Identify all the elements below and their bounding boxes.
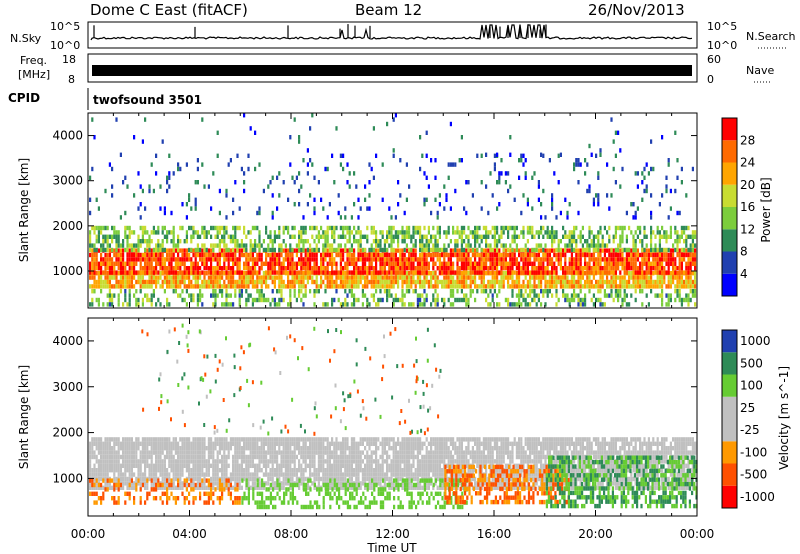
colorbar-cell (722, 162, 737, 185)
colorbar-cell (722, 273, 737, 296)
noise-panel: N.Sky 10^5 10^0 10^5 10^0 N.Search (10, 20, 796, 52)
time-tick-label: 12:00 (375, 527, 410, 541)
colorbar-tick-label: -1000 (740, 490, 775, 504)
cpid-value: twofsound 3501 (93, 93, 202, 107)
y-tick-label: 1000 (52, 264, 83, 278)
time-axis-title: Time UT (366, 541, 417, 554)
colorbar-tick-label: 8 (740, 245, 748, 259)
power-x-ticks (87, 113, 698, 308)
time-tick-label: 04:00 (172, 527, 207, 541)
colorbar-tick-label: 20 (740, 178, 755, 192)
colorbar-tick-label: 28 (740, 133, 755, 147)
colorbar-cell (722, 485, 737, 508)
velocity-panel: 1000 2000 3000 4000 Slant Range [km] 1000 50… (17, 317, 791, 517)
power-ylabel: Slant Range [km] (17, 158, 31, 262)
noise-right-tick-top: 10^5 (707, 20, 737, 33)
nave-tick-bottom: 0 (707, 73, 714, 86)
power-heatmap (89, 113, 697, 307)
colorbar-tick-label: -25 (740, 423, 760, 437)
y-tick-label: 4000 (52, 334, 83, 348)
y-tick-label: 2000 (52, 219, 83, 233)
time-tick-label: 20:00 (578, 527, 613, 541)
colorbar-tick-label: 1000 (740, 334, 771, 348)
noise-left-label: N.Sky (10, 32, 42, 45)
velocity-colorbar: 1000 500 100 25 -25 -100 -500 -1000 (721, 329, 775, 509)
frequency-panel: Freq. [MHz] 18 8 60 0 Nave (18, 53, 774, 86)
time-tick-label: 16:00 (477, 527, 512, 541)
power-panel: 1000 2000 3000 4000 Slant Range [km] 4 8 12 16… (17, 112, 773, 309)
station-title: Dome C East (fitACF) (90, 1, 248, 19)
colorbar-cell (722, 419, 737, 442)
y-tick-label: 3000 (52, 174, 83, 188)
noise-right-label: N.Search (746, 30, 796, 43)
colorbar-cell (722, 463, 737, 486)
time-tick-label: 08:00 (274, 527, 309, 541)
colorbar-cell (722, 396, 737, 419)
y-tick-label: 3000 (52, 380, 83, 394)
noise-trace (90, 24, 693, 41)
colorbar-tick-label: 500 (740, 356, 763, 370)
freq-label-line2: [MHz] (18, 68, 50, 81)
time-axis-labels: 00:00 04:00 08:00 12:00 16:00 20:00 00:00 (71, 527, 715, 541)
velocity-y-axis: 1000 2000 3000 4000 (52, 334, 697, 485)
noise-left-tick-top: 10^5 (50, 20, 80, 33)
colorbar-tick-label: 25 (740, 401, 755, 415)
nave-label: Nave (746, 64, 774, 77)
freq-label-line1: Freq. (20, 54, 47, 67)
colorbar-cell (722, 251, 737, 274)
freq-tick-bottom: 8 (68, 73, 75, 86)
velocity-ylabel: Slant Range [km] (17, 365, 31, 469)
colorbar-tick-label: 24 (740, 156, 755, 170)
colorbar-cell (722, 118, 737, 141)
colorbar-cell (722, 229, 737, 252)
colorbar-cell (722, 330, 737, 353)
velocity-colorbar-label: Velocity [m s^-1] (777, 366, 791, 470)
colorbar-tick-label: 16 (740, 200, 755, 214)
power-colorbar: 4 8 12 16 20 24 28 (721, 117, 755, 297)
colorbar-tick-label: -500 (740, 468, 767, 482)
noise-right-tick-bottom: 10^0 (707, 39, 737, 52)
beam-title: Beam 12 (355, 1, 422, 19)
nave-tick-top: 60 (707, 53, 721, 66)
power-colorbar-label: Power [dB] (759, 177, 773, 242)
y-tick-label: 2000 (52, 426, 83, 440)
colorbar-cell (722, 352, 737, 375)
colorbar-tick-label: -100 (740, 445, 767, 459)
cpid-row: CPID twofsound 3501 (8, 88, 202, 110)
colorbar-cell (722, 140, 737, 163)
cpid-label: CPID (8, 91, 40, 105)
time-tick-label: 00:00 (71, 527, 106, 541)
time-tick-label: 00:00 (680, 527, 715, 541)
y-tick-label: 1000 (52, 471, 83, 485)
colorbar-cell (722, 207, 737, 230)
colorbar-tick-label: 100 (740, 379, 763, 393)
date-title: 26/Nov/2013 (588, 1, 685, 19)
colorbar-cell (722, 374, 737, 397)
freq-tick-top: 18 (62, 53, 76, 66)
velocity-x-ticks (87, 318, 698, 516)
colorbar-tick-label: 12 (740, 222, 755, 236)
colorbar-cell (722, 441, 737, 464)
velocity-heatmap (89, 323, 698, 510)
noise-left-tick-bottom: 10^0 (50, 39, 80, 52)
power-y-axis: 1000 2000 3000 4000 (52, 129, 697, 278)
y-tick-label: 4000 (52, 129, 83, 143)
colorbar-cell (722, 184, 737, 207)
colorbar-tick-label: 4 (740, 267, 748, 281)
